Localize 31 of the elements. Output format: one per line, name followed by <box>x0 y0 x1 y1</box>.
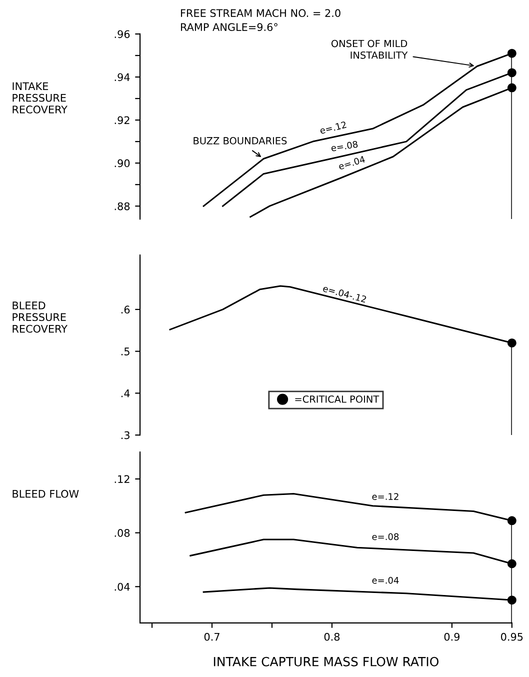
y-tick-label: .6 <box>121 306 130 314</box>
x-tick-label: 0.7 <box>204 632 220 641</box>
y-tick-label: .4 <box>121 390 130 398</box>
annotation: e=.12 <box>372 493 398 500</box>
y-axis-title: INTAKE PRESSURE RECOVERY <box>12 82 68 114</box>
annotation: e=.04 <box>338 156 366 170</box>
annotation: e=.08 <box>372 533 399 540</box>
y-tick-label: .90 <box>114 159 130 168</box>
legend-label: =CRITICAL POINT <box>295 395 380 403</box>
y-tick-label: .3 <box>121 431 130 440</box>
x-tick-label: 0.95 <box>501 632 523 641</box>
y-tick-label: .04 <box>114 582 130 591</box>
x-axis-title: INTAKE CAPTURE MASS FLOW RATIO <box>214 656 438 666</box>
x-tick-label: 0.9 <box>444 632 460 641</box>
y-tick-label: .96 <box>114 30 130 38</box>
annotation: e=.04 <box>372 576 399 584</box>
x-tick-label: 0.8 <box>324 632 340 641</box>
y-axis-title: BLEED FLOW <box>12 490 79 498</box>
y-tick-label: .08 <box>114 529 130 537</box>
y-axis-title: BLEED PRESSURE RECOVERY <box>12 302 68 333</box>
chart-subtitle: RAMP ANGLE=9.6° <box>181 23 278 32</box>
annotation: ONSET OF MILD INSTABILITY <box>331 40 408 59</box>
y-tick-label: .12 <box>114 475 130 483</box>
chart-title: FREE STREAM MACH NO. = 2.0 <box>181 9 340 18</box>
annotation: e=.12 <box>320 121 346 134</box>
annotation: e=.08 <box>330 140 358 152</box>
annotation: BUZZ BOUNDARIES <box>194 137 287 144</box>
y-tick-label: .92 <box>114 116 130 124</box>
y-tick-label: .5 <box>121 348 130 356</box>
y-tick-label: .88 <box>114 202 130 210</box>
y-tick-label: .94 <box>114 73 130 82</box>
